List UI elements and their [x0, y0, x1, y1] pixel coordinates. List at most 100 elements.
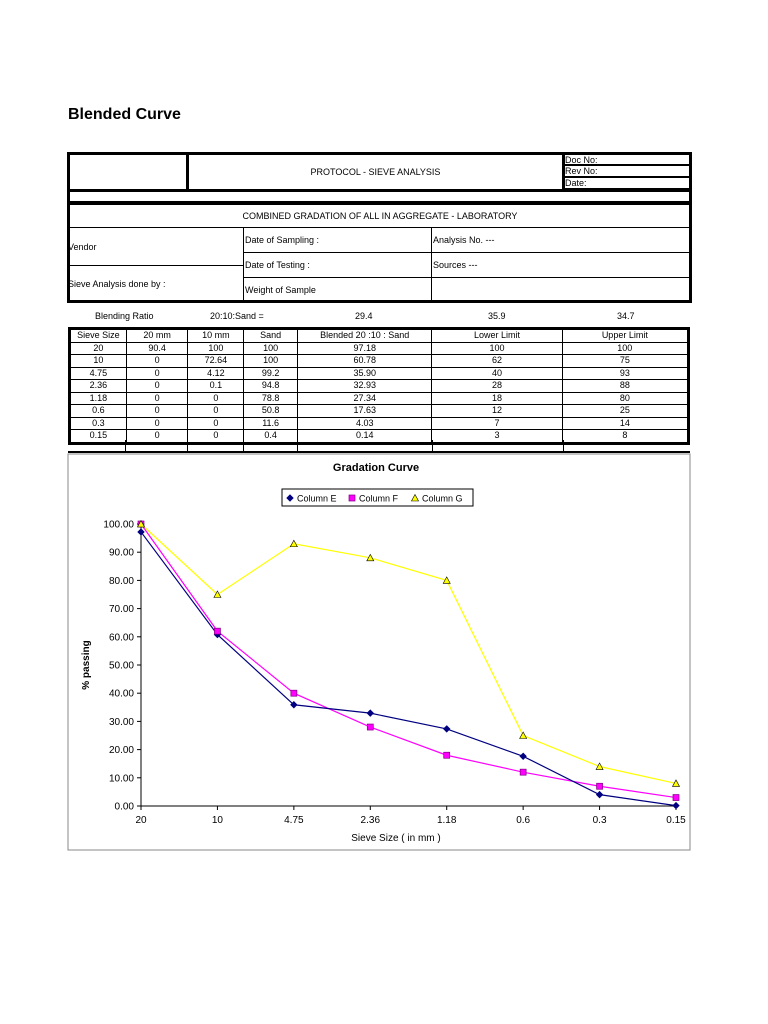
series-line-column-f — [140, 523, 677, 799]
chart-title: Gradation Curve — [333, 462, 419, 474]
column-header: 20 mm — [125, 328, 189, 343]
column-header: Upper Limit — [561, 328, 690, 343]
table-row: 2.36 0 0.1 94.8 32.93 28 88 — [69, 379, 690, 393]
date-testing-label: Date of Testing : — [245, 260, 310, 270]
table-cell: 0 — [125, 416, 189, 430]
blending-label: Blending Ratio — [95, 311, 154, 321]
data-point — [366, 709, 374, 717]
legend-label: Column F — [359, 494, 399, 504]
table-cell: 0 — [125, 354, 189, 368]
table-cell: 4.12 — [187, 366, 245, 380]
table-cell: 20 — [69, 341, 127, 355]
date: Date: — [564, 177, 690, 189]
combined-title: COMBINED GRADATION OF ALL IN AGGREGATE -… — [70, 204, 690, 228]
table-cell: 8 — [561, 429, 690, 444]
y-tick-label: 50.00 — [109, 661, 134, 672]
table-cell: 75 — [561, 354, 690, 368]
table-cell: 100 — [243, 354, 299, 368]
table-cell: 40 — [431, 366, 563, 380]
table-cell: 62 — [431, 354, 563, 368]
table-cell: 0 — [125, 391, 189, 405]
table-cell: 0 — [125, 366, 189, 380]
data-point — [443, 751, 451, 759]
table-cell: 100 — [243, 341, 299, 355]
legend-marker — [410, 493, 420, 502]
table-cell: 99.2 — [243, 366, 299, 380]
y-tick-label: 40.00 — [109, 689, 134, 700]
table-cell: 93 — [561, 366, 690, 380]
page-title: Blended Curve — [68, 106, 181, 123]
y-tick-label: 80.00 — [109, 576, 134, 587]
x-axis-label: Sieve Size ( in mm ) — [351, 833, 440, 844]
x-tick-label: 4.75 — [284, 815, 304, 826]
table-row: 10 0 72.64 100 60.78 62 75 — [69, 354, 690, 368]
y-tick-label: 70.00 — [109, 604, 134, 615]
table-cell: 0.6 — [69, 404, 127, 418]
protocol-title: PROTOCOL - SIEVE ANALYSIS — [310, 167, 441, 177]
y-axis-label: % passing — [81, 640, 92, 689]
column-header: 10 mm — [187, 328, 245, 343]
table-cell: 27.34 — [297, 391, 433, 405]
table-cell: 1.18 — [69, 391, 127, 405]
table-cell: 0 — [125, 429, 189, 444]
weight-label: Weight of Sample — [245, 285, 316, 295]
data-point — [595, 790, 604, 799]
data-point — [290, 689, 298, 697]
table-cell: 0 — [125, 404, 189, 418]
table-cell: 2.36 — [69, 379, 127, 393]
table-cell: 0.3 — [69, 416, 127, 430]
column-header: Blended 20 :10 : Sand — [297, 328, 433, 343]
chart-frame — [67, 453, 691, 851]
data-point — [672, 801, 680, 810]
column-header: Sand — [243, 328, 299, 343]
divider — [431, 228, 432, 301]
table-cell: 11.6 — [243, 416, 299, 430]
y-tick-label: 30.00 — [109, 717, 134, 728]
table-cell: 14 — [561, 416, 690, 430]
divider — [244, 277, 690, 278]
y-tick-label: 0.00 — [115, 802, 135, 813]
blank-table-row — [68, 440, 690, 453]
table-row: 0.15 0 0 0.4 0.14 3 8 — [69, 429, 690, 444]
data-point — [442, 576, 451, 584]
blending-20mm: 29.4 — [355, 311, 373, 321]
date-sampling-label: Date of Sampling : — [245, 235, 320, 245]
series-line-column-g — [140, 523, 677, 785]
data-point — [519, 752, 527, 760]
data-point — [671, 779, 681, 787]
data-point — [595, 762, 604, 770]
divider — [186, 152, 189, 192]
table-cell: 17.63 — [297, 404, 433, 418]
done-by-label: Sieve Analysis done by : — [68, 279, 166, 289]
rev-no: Rev No: — [564, 165, 690, 177]
x-tick-label: 0.6 — [516, 815, 530, 826]
y-tick-label: 60.00 — [109, 632, 134, 643]
x-tick-label: 0.15 — [666, 815, 686, 826]
data-point — [519, 768, 527, 776]
x-tick-label: 1.18 — [437, 815, 457, 826]
table-cell: 0 — [187, 391, 245, 405]
doc-no: Doc No: — [564, 154, 690, 165]
table-cell: 0 — [187, 429, 245, 444]
table-cell: 60.78 — [297, 354, 433, 368]
y-tick-label: 20.00 — [109, 745, 134, 756]
table-cell: 0.14 — [297, 429, 433, 444]
legend — [281, 488, 474, 507]
data-point — [289, 539, 298, 548]
data-point — [136, 519, 146, 528]
analysis-no: Analysis No. --- — [433, 235, 495, 245]
table-cell: 4.03 — [297, 416, 433, 430]
series-line-column-e — [140, 531, 677, 807]
table-cell: 88 — [561, 379, 690, 393]
info-box — [67, 202, 692, 303]
table-cell: 0 — [187, 416, 245, 430]
data-point — [366, 553, 375, 562]
data-point — [596, 782, 603, 790]
table-cell: 28 — [431, 379, 563, 393]
table-cell: 80 — [561, 391, 690, 405]
legend-marker — [286, 494, 294, 502]
table-cell: 18 — [431, 391, 563, 405]
legend-label: Column E — [297, 494, 337, 504]
x-tick-label: 2.36 — [361, 815, 381, 826]
